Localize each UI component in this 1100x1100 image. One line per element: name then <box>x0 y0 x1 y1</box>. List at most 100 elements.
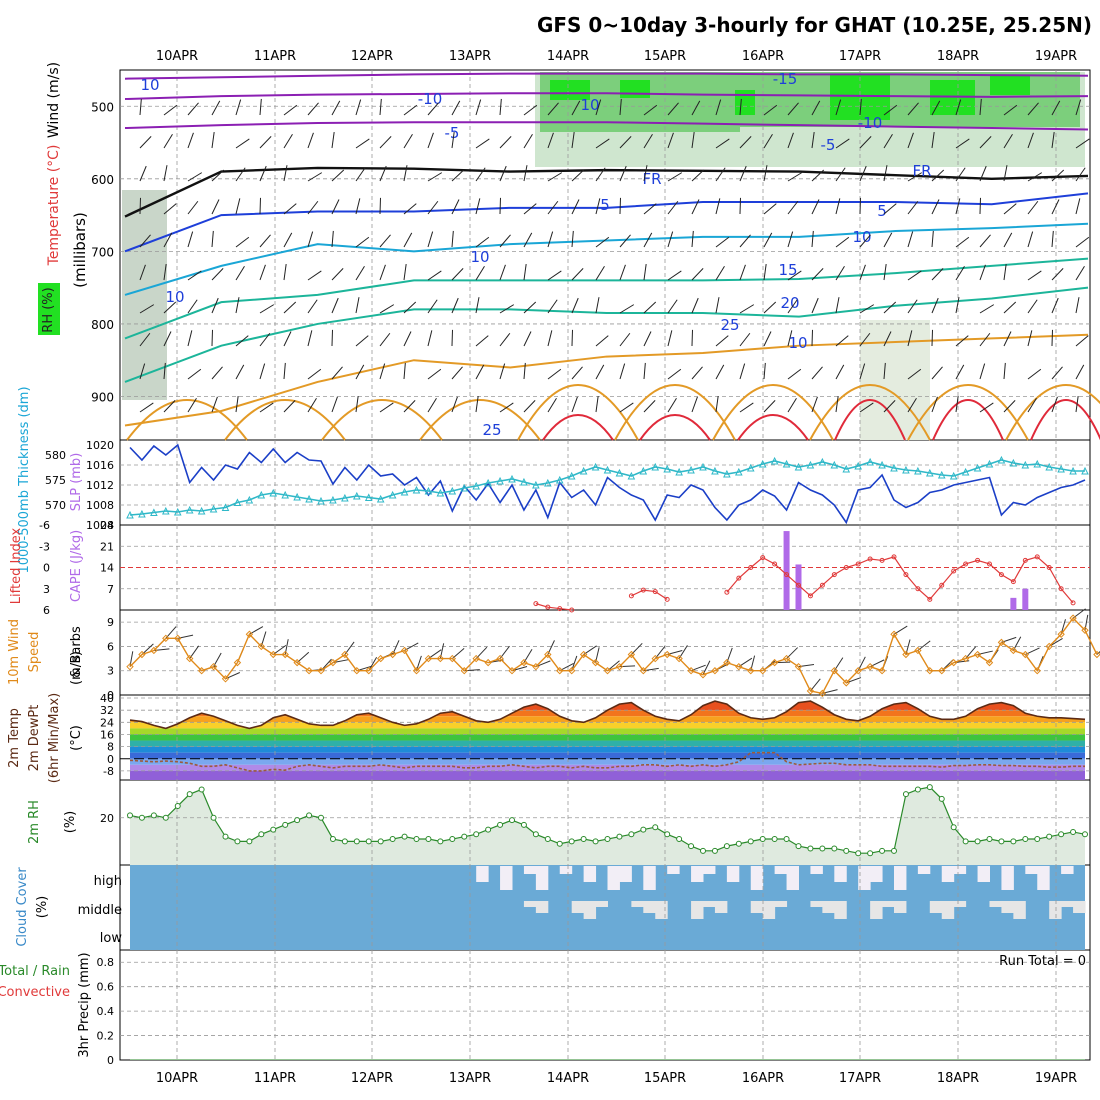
speed-point <box>556 667 564 675</box>
wind-speed-panel: 0 3 6 9 <box>107 608 1100 702</box>
rh-point <box>902 791 909 798</box>
speed-point <box>1081 626 1089 634</box>
wind-barb <box>499 402 514 413</box>
contour-label: -5 <box>821 136 836 154</box>
wind-barb <box>403 331 412 347</box>
wind-barb <box>835 364 845 380</box>
rh-point <box>807 845 814 852</box>
isotherm-line <box>124 286 1089 383</box>
li-tick: -6 <box>39 519 50 532</box>
surface-isotherm-arcs <box>126 384 1100 441</box>
wind-barb <box>883 134 893 149</box>
rh-point <box>497 821 504 828</box>
wind-barb <box>835 335 849 347</box>
wind-barb <box>547 132 554 149</box>
wind-barb <box>763 104 778 116</box>
contour-label: 10 <box>470 248 489 266</box>
wind-barb <box>1003 331 1012 347</box>
wind-barb <box>331 396 338 413</box>
wind-barb <box>1051 268 1064 281</box>
wind-barb <box>739 98 742 116</box>
wind-barb <box>667 270 682 281</box>
wind-barb <box>451 297 459 314</box>
wind-barb <box>163 362 166 380</box>
wind-barb <box>595 138 610 149</box>
wind-barb <box>571 329 573 347</box>
wind-barb <box>283 104 298 116</box>
thickness-point <box>1057 464 1065 473</box>
wind-barb <box>1075 364 1085 380</box>
rh-point <box>891 847 897 854</box>
wind-barb <box>715 99 722 116</box>
wind-barb <box>163 232 173 248</box>
speed-point <box>627 650 636 659</box>
warm-arc <box>1005 384 1100 441</box>
wind-barb <box>667 102 679 116</box>
wind-barb <box>427 102 439 116</box>
wind-barb <box>787 231 794 248</box>
wind-barb <box>355 99 362 116</box>
cloud-clear-cell <box>1061 866 1074 874</box>
wind-barb <box>307 299 318 314</box>
rh-tick: 20 <box>100 812 114 825</box>
rh-point <box>926 784 933 791</box>
wind-barb <box>955 364 965 380</box>
cape-tick: 21 <box>100 540 114 553</box>
wind-barb <box>499 234 511 248</box>
wind-barb <box>235 99 242 116</box>
wind-barb <box>811 230 814 248</box>
date-label-bottom: 17APR <box>839 1071 881 1086</box>
precip-tick: 0.6 <box>97 981 115 994</box>
wind-barb <box>307 132 314 149</box>
wind-barb <box>979 234 991 248</box>
thickness-point <box>866 457 874 466</box>
rh-point <box>473 831 480 838</box>
thickness-point <box>460 483 469 492</box>
rh-point <box>700 847 706 854</box>
wind-barb <box>355 297 360 314</box>
rh-point <box>485 826 492 833</box>
cloud-mid-cell <box>1013 901 1026 919</box>
rh-area <box>130 787 1085 865</box>
rh-point <box>258 831 265 838</box>
wind-barb <box>259 332 271 347</box>
isotherm-line <box>124 72 1089 80</box>
wind-barb <box>859 363 866 380</box>
wind-barb <box>451 329 453 347</box>
speed-point <box>412 667 421 675</box>
rh-point <box>198 786 205 793</box>
rh-shade <box>735 90 755 115</box>
wind-barb <box>259 264 266 281</box>
cloud-clear-cell <box>476 866 489 882</box>
thickness-point <box>1045 462 1053 471</box>
wind-barb <box>403 362 406 380</box>
wind-barb <box>691 131 695 149</box>
thickness-point <box>770 456 779 465</box>
thickness-tick: 575 <box>45 474 66 487</box>
rh-panel: 20 <box>100 780 1090 865</box>
precip-tick: 0.8 <box>97 956 115 969</box>
speed-point <box>949 658 958 667</box>
wind-barb <box>451 199 460 215</box>
rh-point <box>795 843 802 850</box>
wind-barb <box>235 167 246 182</box>
slp-line <box>129 443 1086 525</box>
speed-point <box>353 667 361 675</box>
wind-barb <box>931 329 933 347</box>
wind-barb <box>523 134 533 149</box>
li-line <box>535 603 572 611</box>
surface-wind-barb <box>977 650 993 656</box>
wind-barb <box>619 402 634 413</box>
wind-barb <box>307 172 323 182</box>
top-date-axis: 10APR 11APR 12APR 13APR 14APR 15APR 16APR 17APR… <box>156 49 1077 64</box>
wind-barb <box>379 304 395 314</box>
speed-point <box>508 667 516 675</box>
tick-label: 900 <box>91 390 114 404</box>
cloud-clear-cell <box>917 866 931 874</box>
li-point <box>927 596 933 602</box>
wind-barb <box>187 102 199 116</box>
li-point <box>760 555 766 561</box>
thickness-point <box>173 507 182 516</box>
thickness-point <box>245 495 254 504</box>
